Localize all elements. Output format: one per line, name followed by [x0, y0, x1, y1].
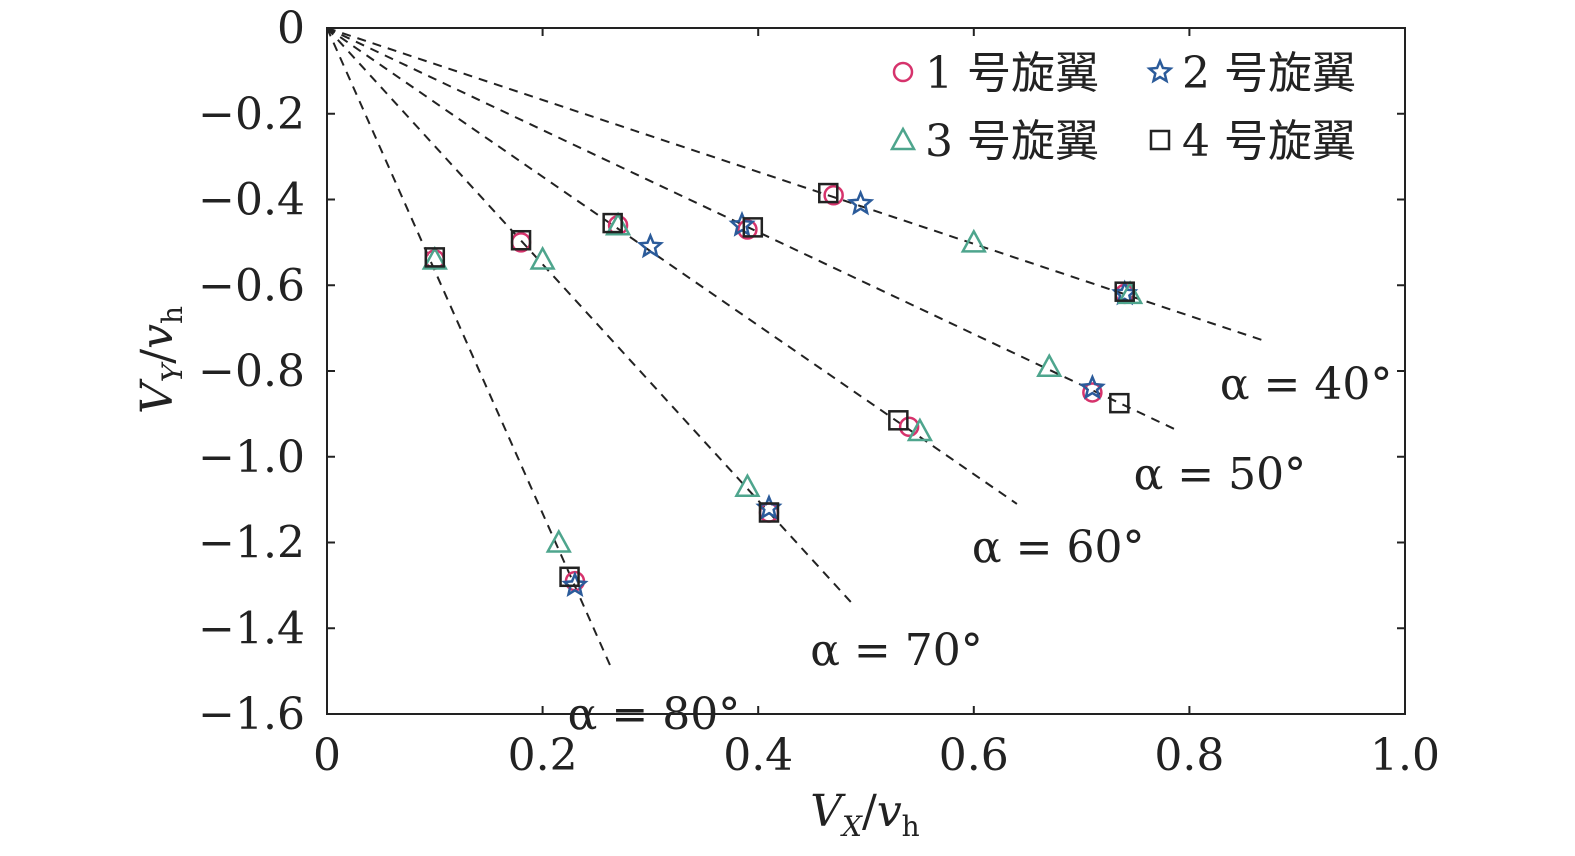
data-point-circle: [823, 184, 844, 206]
legend-marker-triangle: [889, 126, 917, 151]
data-point-square: [510, 229, 532, 251]
y-tick-label: −1.0: [198, 432, 305, 483]
y-tick-label: −1.2: [198, 518, 305, 569]
data-point-triangle: [960, 228, 987, 253]
x-tick-label: 1.0: [1370, 730, 1440, 781]
y-tick-label: −1.4: [198, 603, 305, 654]
angle-annotations: α = 40° α = 50° α = 60° α = 70° α = 80°: [568, 359, 1393, 740]
angle-label: α = 40°: [1220, 359, 1393, 410]
data-point-square: [1114, 281, 1135, 302]
legend-marker-square: [1149, 129, 1171, 151]
x-axis-label-sub: X: [840, 810, 863, 843]
reference-line: [326, 27, 856, 608]
angle-label: α = 80°: [568, 689, 741, 740]
data-point-square: [559, 566, 580, 588]
legend-label: 2 号旋翼: [1182, 48, 1356, 99]
reference-line: [326, 27, 1018, 505]
data-point-triangle: [604, 211, 632, 236]
y-tick-label: −1.6: [198, 689, 305, 740]
data-point-square: [424, 247, 446, 268]
data-point-square: [742, 217, 764, 238]
x-tick-label: 0.4: [723, 730, 793, 781]
y-axis-label-tail-sub: h: [156, 306, 189, 324]
data-point-triangle: [1036, 353, 1063, 377]
data-point-triangle: [906, 417, 934, 442]
y-axis-label-main: V: [132, 378, 183, 414]
axis-ticks: 0 0.2 0.4 0.6 0.8 1.0 0 −0.2 −0.4 −0.6 −0.8 −1.0 −1.…: [198, 3, 1440, 781]
angle-label: α = 70°: [810, 625, 983, 676]
data-point-star: [561, 571, 589, 597]
x-axis-label: VX/vh: [810, 786, 919, 843]
y-tick-label: −0.6: [198, 260, 305, 311]
legend-marker-circle: [892, 61, 914, 83]
data-point-square: [1109, 392, 1130, 414]
reference-lines: [326, 27, 1266, 672]
data-point-star: [728, 210, 756, 237]
data-point-triangle: [421, 245, 448, 270]
y-tick-label: 0: [277, 3, 305, 54]
x-axis-label-main: V: [810, 786, 846, 837]
data-point-triangle: [734, 473, 761, 498]
data-point-star: [755, 493, 783, 520]
x-tick-label: 0: [313, 730, 341, 781]
data-points: [421, 182, 1144, 597]
y-tick-label: −0.8: [198, 346, 305, 397]
data-point-star: [1078, 373, 1106, 400]
legend-label: 3 号旋翼: [925, 116, 1099, 167]
x-tick-label: 0.8: [1154, 730, 1224, 781]
x-axis-label-tail-sub: h: [902, 810, 920, 843]
data-point-circle: [1082, 382, 1103, 403]
y-axis-label-sub: Y: [156, 361, 189, 382]
x-tick-label: 0.6: [939, 730, 1009, 781]
angle-label: α = 50°: [1134, 449, 1307, 500]
y-axis-label-tail: v: [132, 324, 183, 349]
data-point-star: [636, 232, 665, 259]
reference-line: [326, 27, 614, 672]
data-point-triangle: [545, 528, 572, 553]
data-point-square: [818, 182, 839, 204]
data-point-square: [602, 212, 623, 234]
legend-label: 1 号旋翼: [925, 48, 1099, 99]
x-tick-label: 0.2: [508, 730, 578, 781]
y-tick-label: −0.2: [198, 89, 305, 140]
data-point-square: [758, 502, 780, 523]
reference-line: [326, 27, 1266, 342]
y-tick-label: −0.4: [198, 175, 305, 226]
x-axis-label-sep: /: [862, 786, 877, 837]
y-axis-label: VY/vh: [132, 306, 189, 414]
data-point-star: [846, 189, 875, 216]
y-axis-label-sep: /: [132, 349, 183, 364]
data-point-square: [888, 410, 909, 431]
legend-marker-star: [1146, 57, 1174, 84]
data-point-circle: [898, 416, 920, 437]
reference-line: [326, 27, 1180, 432]
legend: 1 号旋翼 2 号旋翼 3 号旋翼 4 号旋翼: [889, 48, 1356, 167]
legend-label: 4 号旋翼: [1182, 116, 1356, 167]
data-point-triangle: [1116, 280, 1144, 305]
x-axis-label-tail: v: [877, 786, 902, 837]
data-point-triangle: [529, 245, 556, 270]
angle-label: α = 60°: [972, 522, 1145, 573]
